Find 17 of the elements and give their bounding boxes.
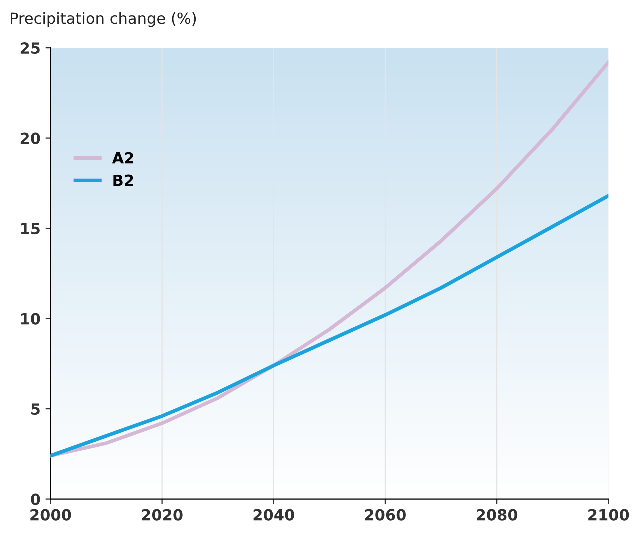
line-series	[50, 194, 609, 458]
y-tick-label: 0	[31, 494, 40, 506]
y-axis-title: Precipitation change (%)	[11, 12, 196, 28]
y-tick-label: 15	[21, 223, 40, 235]
y-tick-label: 25	[20, 42, 40, 54]
x-tick-label: 2100	[588, 509, 630, 521]
x-tick-label: 2060	[365, 509, 406, 521]
x-tick-label: 2000	[30, 509, 72, 521]
y-tick-label: 10	[21, 313, 40, 325]
legend-label: B2	[114, 174, 134, 186]
x-tick-label: 2080	[477, 509, 518, 521]
line-series	[50, 60, 609, 458]
y-tick-label: 20	[20, 132, 40, 144]
y-tick-label: 5	[32, 404, 40, 416]
x-tick-label: 2020	[142, 509, 183, 521]
x-tick-label: 2040	[254, 509, 294, 521]
legend-label: A2	[112, 152, 134, 164]
